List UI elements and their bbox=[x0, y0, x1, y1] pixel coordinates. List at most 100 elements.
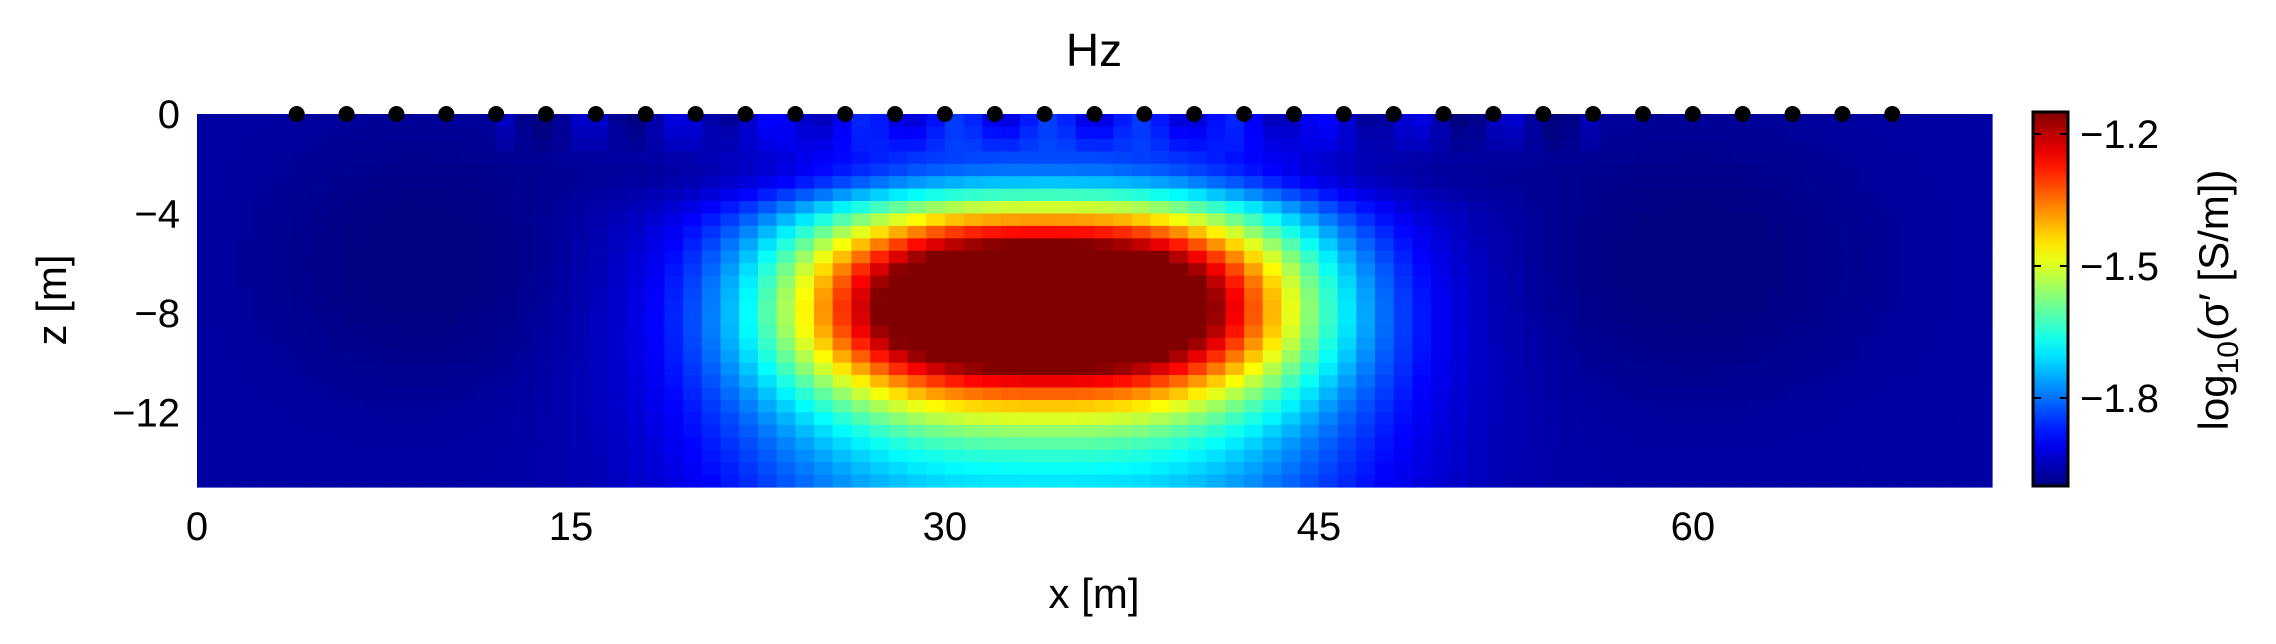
heatmap-cell bbox=[1094, 126, 1114, 140]
heatmap-cell bbox=[327, 462, 348, 476]
heatmap-cell bbox=[215, 138, 235, 152]
heatmap-cell bbox=[1954, 188, 1974, 202]
heatmap-cell bbox=[1281, 288, 1301, 302]
heatmap-cell bbox=[1692, 312, 1713, 326]
heatmap-cell bbox=[701, 375, 722, 389]
heatmap-cell bbox=[1431, 312, 1451, 326]
heatmap-cell bbox=[271, 474, 292, 488]
heatmap-cell bbox=[1786, 474, 1806, 488]
heatmap-cell bbox=[1674, 449, 1694, 463]
heatmap-cell bbox=[271, 126, 292, 140]
heatmap-cell bbox=[1917, 387, 1937, 401]
heatmap-cell bbox=[814, 437, 834, 451]
heatmap-cell bbox=[271, 238, 292, 252]
heatmap-cell bbox=[795, 275, 815, 289]
heatmap-cell bbox=[253, 474, 273, 488]
heatmap-cell bbox=[907, 437, 927, 451]
heatmap-cell bbox=[1954, 312, 1974, 326]
heatmap-cell bbox=[458, 213, 479, 227]
heatmap-cell bbox=[346, 424, 366, 438]
heatmap-cell bbox=[1917, 462, 1937, 476]
heatmap-cell bbox=[496, 138, 516, 152]
heatmap-cell bbox=[1094, 312, 1114, 326]
heatmap-cell bbox=[1655, 176, 1675, 190]
heatmap-cell bbox=[1580, 300, 1600, 314]
heatmap-cell bbox=[720, 375, 740, 389]
heatmap-cell bbox=[197, 325, 217, 339]
heatmap-cell bbox=[1524, 399, 1544, 413]
heatmap-cell bbox=[1692, 350, 1713, 364]
heatmap-cell bbox=[309, 163, 329, 177]
heatmap-cell bbox=[907, 312, 927, 326]
heatmap-cell bbox=[458, 263, 479, 277]
heatmap-cell bbox=[1636, 449, 1657, 463]
heatmap-cell bbox=[309, 275, 329, 289]
heatmap-cell bbox=[1374, 474, 1395, 488]
heatmap-cell bbox=[1711, 462, 1731, 476]
heatmap-cell bbox=[1019, 424, 1040, 438]
heatmap-cell bbox=[907, 163, 927, 177]
heatmap-cell bbox=[570, 424, 591, 438]
plot-area bbox=[197, 106, 1993, 488]
heatmap-cell bbox=[1711, 375, 1731, 389]
heatmap-cell bbox=[1805, 201, 1825, 215]
heatmap-cell bbox=[832, 350, 853, 364]
heatmap-cell bbox=[1935, 449, 1956, 463]
heatmap-cell bbox=[851, 462, 871, 476]
heatmap-cell bbox=[1374, 412, 1395, 426]
heatmap-cell bbox=[608, 325, 628, 339]
heatmap-cell bbox=[1861, 437, 1881, 451]
heatmap-cell bbox=[1655, 263, 1675, 277]
heatmap-cell bbox=[215, 462, 235, 476]
heatmap-cell bbox=[1636, 462, 1657, 476]
heatmap-cell bbox=[1244, 151, 1264, 165]
heatmap-cell bbox=[1057, 163, 1077, 177]
heatmap-cell bbox=[234, 288, 254, 302]
heatmap-cell bbox=[627, 238, 647, 252]
heatmap-cell bbox=[1262, 474, 1283, 488]
heatmap-cell bbox=[795, 462, 815, 476]
heatmap-cell bbox=[1954, 275, 1974, 289]
heatmap-cell bbox=[1206, 126, 1226, 140]
colorbar-gradient bbox=[2031, 110, 2070, 488]
heatmap-cell bbox=[1225, 163, 1245, 177]
heatmap-cell bbox=[1674, 474, 1694, 488]
heatmap-cell bbox=[1038, 437, 1058, 451]
heatmap-cell bbox=[346, 474, 366, 488]
heatmap-cell bbox=[1487, 176, 1507, 190]
heatmap-cell bbox=[1898, 275, 1918, 289]
heatmap-cell bbox=[1711, 474, 1731, 488]
heatmap-cell bbox=[870, 412, 890, 426]
heatmap-cell bbox=[1038, 275, 1058, 289]
heatmap-cell bbox=[1113, 337, 1133, 351]
heatmap-cell bbox=[1543, 325, 1563, 339]
heatmap-cell bbox=[1468, 437, 1488, 451]
heatmap-cell bbox=[608, 263, 628, 277]
heatmap-cell bbox=[1468, 201, 1488, 215]
heatmap-cell bbox=[1169, 288, 1189, 302]
heatmap-cell bbox=[1692, 288, 1713, 302]
heatmap-cell bbox=[1412, 387, 1432, 401]
heatmap-cell bbox=[327, 337, 348, 351]
heatmap-cell bbox=[701, 387, 722, 401]
colorbar-ticks: −1.2−1.5−1.8 bbox=[2033, 113, 2159, 421]
heatmap-cell bbox=[1318, 163, 1339, 177]
heatmap-cell bbox=[1748, 275, 1769, 289]
heatmap-cell bbox=[253, 188, 273, 202]
heatmap-cell bbox=[533, 325, 553, 339]
heatmap-cell bbox=[290, 474, 310, 488]
heatmap-cell bbox=[421, 387, 441, 401]
heatmap-cell bbox=[627, 399, 647, 413]
heatmap-cell bbox=[1244, 300, 1264, 314]
heatmap-cell bbox=[1954, 337, 1974, 351]
heatmap-cell bbox=[1767, 176, 1787, 190]
heatmap-cell bbox=[1561, 188, 1582, 202]
heatmap-cell bbox=[795, 399, 815, 413]
heatmap-cell bbox=[963, 288, 983, 302]
heatmap-cell bbox=[1561, 437, 1582, 451]
heatmap-cell bbox=[253, 362, 273, 376]
heatmap-cell bbox=[1262, 387, 1283, 401]
heatmap-cell bbox=[1337, 275, 1357, 289]
heatmap-cell bbox=[1692, 201, 1713, 215]
heatmap-cell bbox=[421, 188, 441, 202]
